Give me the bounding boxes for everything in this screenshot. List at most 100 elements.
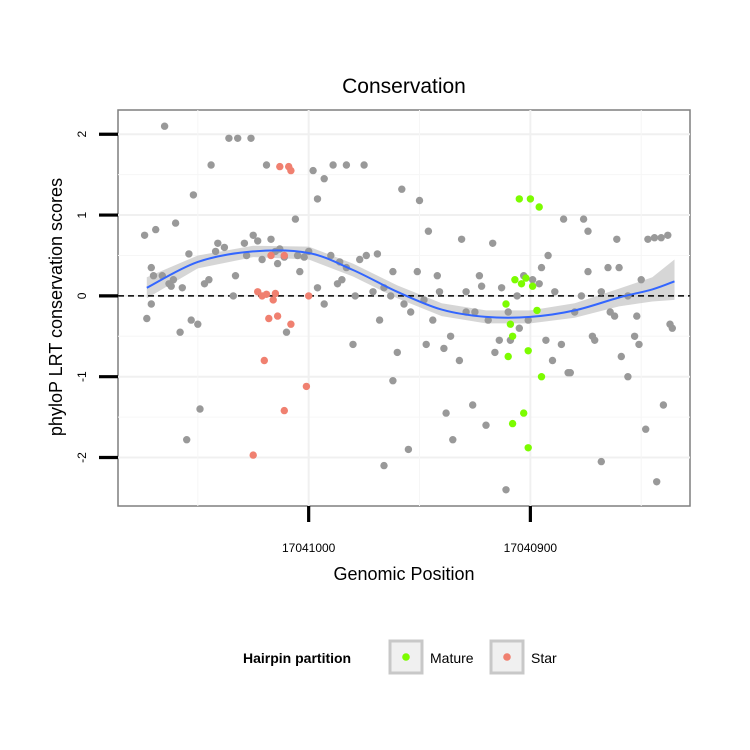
point-other-109 <box>491 348 499 357</box>
legend-label-mature: Mature <box>430 650 474 666</box>
point-other-134 <box>666 320 674 328</box>
point-other-124 <box>597 288 605 296</box>
point-other-75 <box>240 239 249 247</box>
point-other-22 <box>320 175 328 183</box>
point-other-70 <box>194 320 202 328</box>
point-star-8 <box>305 292 313 300</box>
point-other-140 <box>242 251 251 260</box>
point-other-123 <box>591 336 599 344</box>
point-star-7 <box>254 288 262 296</box>
point-other-9 <box>207 161 215 169</box>
point-other-51 <box>579 215 588 223</box>
point-other-92 <box>375 316 384 324</box>
y-tick-label-2: 0 <box>75 292 89 299</box>
point-other-112 <box>513 292 521 300</box>
point-mature-4 <box>517 280 526 288</box>
point-other-78 <box>267 235 275 243</box>
point-mature-14 <box>520 409 528 417</box>
point-other-106 <box>471 308 479 316</box>
point-other-135 <box>149 272 158 280</box>
point-other-44 <box>502 486 510 494</box>
point-other-142 <box>293 251 302 260</box>
point-other-131 <box>644 235 652 243</box>
point-other-53 <box>597 457 605 466</box>
point-other-96 <box>400 300 408 308</box>
point-other-139 <box>229 292 237 300</box>
point-other-63 <box>140 231 149 239</box>
point-mature-2 <box>535 203 543 211</box>
point-other-49 <box>559 215 568 223</box>
series-mature <box>502 195 546 452</box>
point-other-34 <box>422 340 430 349</box>
point-star-0 <box>276 162 284 171</box>
point-other-85 <box>327 251 335 260</box>
point-mature-1 <box>526 195 535 203</box>
point-other-31 <box>398 185 406 193</box>
point-other-72 <box>211 247 220 256</box>
point-star-10 <box>273 312 282 320</box>
point-star-15 <box>249 451 257 459</box>
point-other-125 <box>604 263 612 272</box>
point-other-150 <box>613 235 621 243</box>
point-other-79 <box>276 245 284 253</box>
point-other-108 <box>484 316 492 324</box>
point-other-118 <box>557 340 566 349</box>
point-other-29 <box>380 461 388 470</box>
point-other-119 <box>564 369 572 377</box>
point-other-81 <box>296 267 304 276</box>
point-mature-11 <box>524 347 532 355</box>
point-other-127 <box>617 352 625 361</box>
point-other-7 <box>189 191 198 199</box>
point-other-110 <box>497 284 506 292</box>
x-axis-title: Genomic Position <box>333 564 474 584</box>
point-other-69 <box>185 250 193 258</box>
point-other-137 <box>187 316 195 324</box>
point-other-107 <box>477 282 486 290</box>
point-star-9 <box>265 314 273 323</box>
legend-label-star: Star <box>531 650 557 666</box>
x-tick-label-1: 17040900 <box>504 541 558 555</box>
point-star-16 <box>271 289 280 298</box>
point-mature-10 <box>504 352 512 361</box>
point-mature-12 <box>533 306 541 315</box>
chart-title: Conservation <box>342 75 466 98</box>
point-other-73 <box>220 243 229 252</box>
point-star-3 <box>280 251 288 260</box>
point-other-122 <box>584 267 592 276</box>
point-other-148 <box>544 251 552 260</box>
point-other-91 <box>369 288 377 296</box>
point-other-12 <box>234 134 242 142</box>
smooth-trend-line <box>146 249 675 319</box>
legend-title: Hairpin partition <box>243 650 351 666</box>
point-mature-7 <box>502 300 510 308</box>
point-other-144 <box>389 267 397 276</box>
point-other-25 <box>342 161 351 169</box>
y-tick-label-3: 1 <box>75 211 89 218</box>
point-other-68 <box>178 284 186 292</box>
point-other-136 <box>167 282 175 290</box>
point-other-103 <box>446 332 455 340</box>
point-other-14 <box>254 237 262 245</box>
point-other-46 <box>524 316 532 324</box>
point-other-56 <box>624 373 632 381</box>
point-other-21 <box>313 195 322 203</box>
point-star-14 <box>280 406 288 415</box>
point-other-76 <box>249 231 257 239</box>
point-other-90 <box>362 251 370 260</box>
point-other-74 <box>231 272 240 280</box>
point-other-40 <box>475 272 484 280</box>
point-star-5 <box>262 290 271 298</box>
y-tick-label-0: -2 <box>75 452 89 463</box>
point-other-39 <box>469 401 477 409</box>
smooth-line-layer <box>146 249 675 319</box>
point-mature-3 <box>511 276 519 284</box>
legend-key-star <box>489 639 525 675</box>
legend-dot-star <box>503 653 511 661</box>
point-other-20 <box>309 166 317 175</box>
point-other-89 <box>356 255 364 264</box>
point-other-6 <box>183 436 191 444</box>
point-other-130 <box>637 276 645 284</box>
point-star-6 <box>269 296 277 304</box>
point-other-138 <box>205 276 213 284</box>
